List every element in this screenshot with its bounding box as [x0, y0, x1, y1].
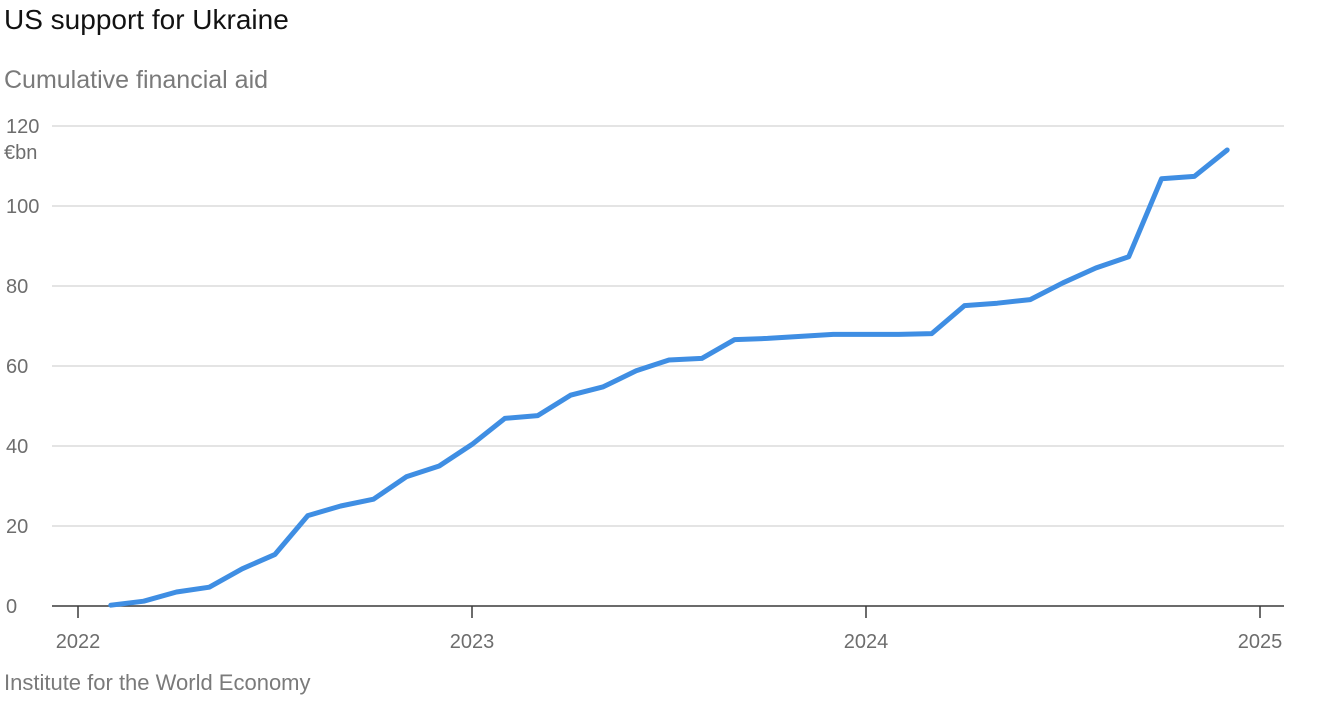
y-tick-label-80: 80 — [6, 276, 28, 298]
y-tick-label-60: 60 — [6, 356, 28, 378]
grid-lines — [52, 125, 1284, 527]
x-tick-label-2025: 2025 — [1238, 631, 1283, 653]
y-tick-label-120: 120 — [6, 116, 39, 138]
chart-title: US support for Ukraine — [4, 4, 289, 35]
y-tick-label-40: 40 — [6, 436, 28, 458]
y-tick-label-20: 20 — [6, 516, 28, 538]
y-tick-label-0: 0 — [6, 596, 17, 618]
x-axis-ticks: 2022 2023 2024 2025 — [56, 606, 1283, 653]
y-axis-ticks: 0 20 40 60 80 100 120 — [6, 116, 39, 618]
x-tick-label-2022: 2022 — [56, 631, 101, 653]
series-layer — [108, 147, 1230, 608]
x-tick-label-2023: 2023 — [450, 631, 495, 653]
y-tick-label-100: 100 — [6, 196, 39, 218]
chart-subtitle: Cumulative financial aid — [4, 66, 269, 94]
series-line-0 — [108, 147, 1230, 608]
y-axis-unit-label: €bn — [4, 142, 37, 164]
x-tick-label-2024: 2024 — [844, 631, 889, 653]
source-note: Institute for the World Economy — [4, 670, 311, 695]
